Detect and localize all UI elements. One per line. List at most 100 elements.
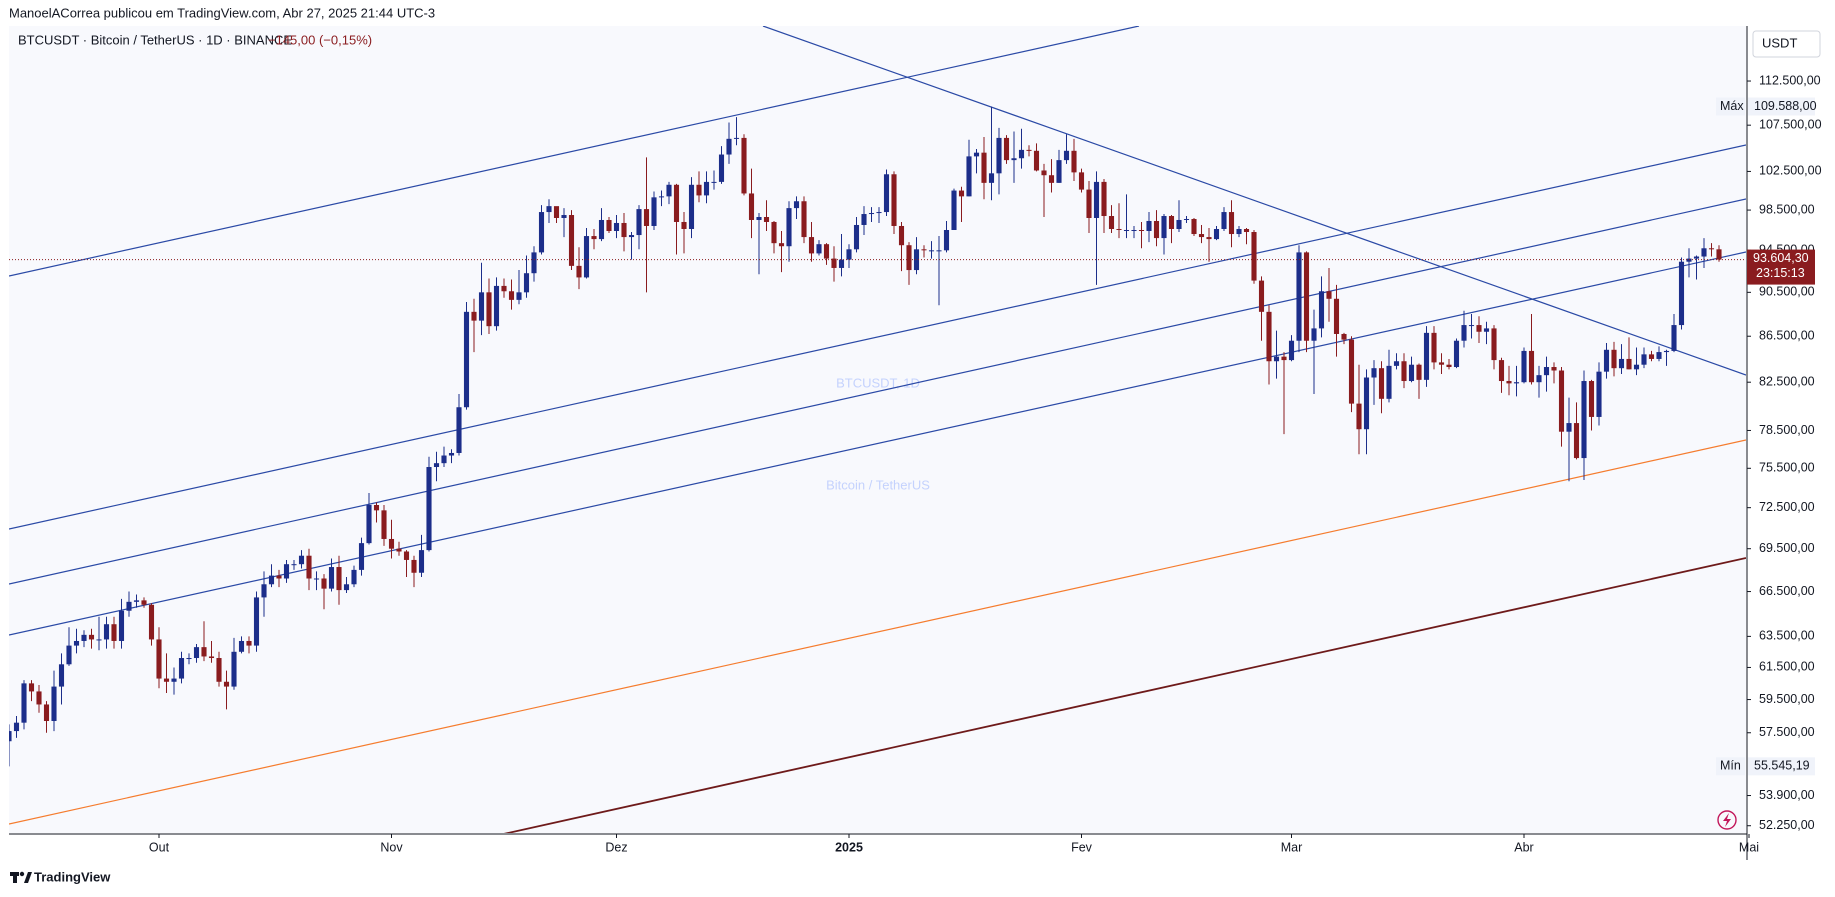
candle-body bbox=[696, 184, 702, 196]
candle-body bbox=[981, 152, 987, 183]
candle-body bbox=[343, 584, 350, 591]
watermark-symbol: BTCUSDT, 1D bbox=[836, 375, 920, 390]
min-tag-box bbox=[1716, 757, 1745, 776]
candle-body bbox=[1416, 364, 1422, 380]
current-price-box bbox=[1747, 249, 1815, 285]
candle-body bbox=[1213, 228, 1220, 240]
candle-body bbox=[1521, 350, 1527, 383]
trend-line bbox=[9, 439, 1746, 825]
candle-body bbox=[1266, 311, 1272, 362]
candle-body bbox=[1363, 377, 1370, 430]
candle-body bbox=[756, 217, 762, 220]
candle-body bbox=[771, 221, 777, 244]
candle-body bbox=[336, 567, 342, 591]
candle-body bbox=[1663, 350, 1670, 353]
candle-body bbox=[306, 555, 312, 579]
candle-body bbox=[1146, 220, 1152, 232]
candle-body bbox=[628, 235, 635, 238]
candle-body bbox=[741, 137, 747, 194]
candle-body bbox=[1378, 368, 1385, 399]
candle-body bbox=[1446, 364, 1452, 368]
candle-body bbox=[1251, 232, 1257, 281]
candle-body bbox=[1341, 333, 1347, 340]
candle-body bbox=[291, 564, 297, 566]
candle-body bbox=[538, 212, 545, 253]
candle-body bbox=[208, 656, 215, 659]
candle-body bbox=[478, 292, 485, 321]
max-label: 109.588,00 bbox=[1754, 99, 1817, 113]
candle-body bbox=[733, 137, 740, 139]
candle-body bbox=[1648, 354, 1655, 359]
candle-body bbox=[223, 681, 230, 687]
candle-body bbox=[88, 634, 95, 640]
candle-body bbox=[688, 184, 695, 229]
candle-body bbox=[43, 704, 50, 722]
candle-body bbox=[1506, 381, 1512, 384]
candle-body bbox=[1566, 423, 1572, 432]
candle-body bbox=[246, 640, 252, 646]
candle-body bbox=[1236, 228, 1242, 235]
candle-body bbox=[576, 265, 582, 278]
candle-body bbox=[9, 731, 12, 742]
candle-body bbox=[156, 639, 162, 679]
y-tick-label: 98.500,00 bbox=[1759, 202, 1815, 216]
candle-body bbox=[1101, 181, 1107, 217]
candle-body bbox=[786, 208, 792, 247]
x-tick-label: Mai bbox=[1739, 840, 1759, 854]
candle-body bbox=[51, 686, 57, 722]
candle-body bbox=[1131, 229, 1137, 231]
current-price-label: 93.604,30 bbox=[1753, 251, 1809, 265]
price-change: −145,00 (−0,15%) bbox=[268, 32, 372, 47]
candle-body bbox=[141, 600, 147, 605]
price-axis bbox=[1747, 0, 1835, 897]
candle-body bbox=[808, 237, 815, 254]
candle-body bbox=[21, 683, 27, 723]
trend-lines bbox=[9, 26, 1746, 833]
symbol-title: BTCUSDT · Bitcoin / TetherUS · 1D · BINA… bbox=[18, 32, 292, 47]
candle-body bbox=[1528, 350, 1535, 383]
candle-body bbox=[666, 184, 672, 197]
y-tick-label: 66.500,00 bbox=[1759, 584, 1815, 598]
candle-body bbox=[501, 285, 507, 292]
currency-box bbox=[1752, 30, 1821, 58]
candle-body bbox=[433, 463, 440, 468]
candle-body bbox=[1273, 356, 1280, 362]
candle-body bbox=[816, 244, 822, 254]
candle-body bbox=[276, 575, 282, 579]
candle-body bbox=[313, 578, 320, 580]
candle-body bbox=[358, 543, 365, 570]
candle-body bbox=[261, 584, 267, 598]
candle-body bbox=[831, 258, 837, 268]
candle-body bbox=[1453, 340, 1460, 368]
candle-body bbox=[763, 217, 770, 222]
candle-body bbox=[1386, 365, 1392, 399]
candle-body bbox=[1078, 172, 1085, 190]
candle-body bbox=[531, 252, 537, 274]
candle-body bbox=[1656, 352, 1662, 359]
candle-body bbox=[1371, 368, 1377, 378]
x-tick-label: Out bbox=[149, 840, 170, 854]
candle-body bbox=[913, 249, 920, 271]
y-tick-label: 102.500,00 bbox=[1759, 164, 1822, 178]
candle-body bbox=[1626, 358, 1632, 370]
candle-body bbox=[171, 678, 177, 682]
candle-body bbox=[73, 640, 80, 646]
x-tick-label: Nov bbox=[380, 840, 403, 854]
candle-body bbox=[846, 249, 852, 260]
max-tag: Máx bbox=[1720, 99, 1744, 113]
candle-body bbox=[418, 550, 425, 573]
y-tick-label: 57.500,00 bbox=[1759, 725, 1815, 739]
candle-body bbox=[463, 311, 470, 408]
currency: USDT bbox=[1762, 35, 1797, 50]
candle-body bbox=[111, 624, 117, 641]
candle-body bbox=[1701, 248, 1707, 257]
y-tick-label: 53.900,00 bbox=[1759, 788, 1815, 802]
candle-body bbox=[1026, 149, 1032, 151]
candle-body bbox=[1716, 249, 1722, 260]
candle-body bbox=[1116, 228, 1122, 230]
candle-body bbox=[1288, 340, 1295, 361]
candle-body bbox=[1161, 216, 1167, 239]
y-tick-label: 107.500,00 bbox=[1759, 117, 1822, 131]
candle-body bbox=[613, 222, 620, 232]
candle-body bbox=[1573, 423, 1580, 459]
